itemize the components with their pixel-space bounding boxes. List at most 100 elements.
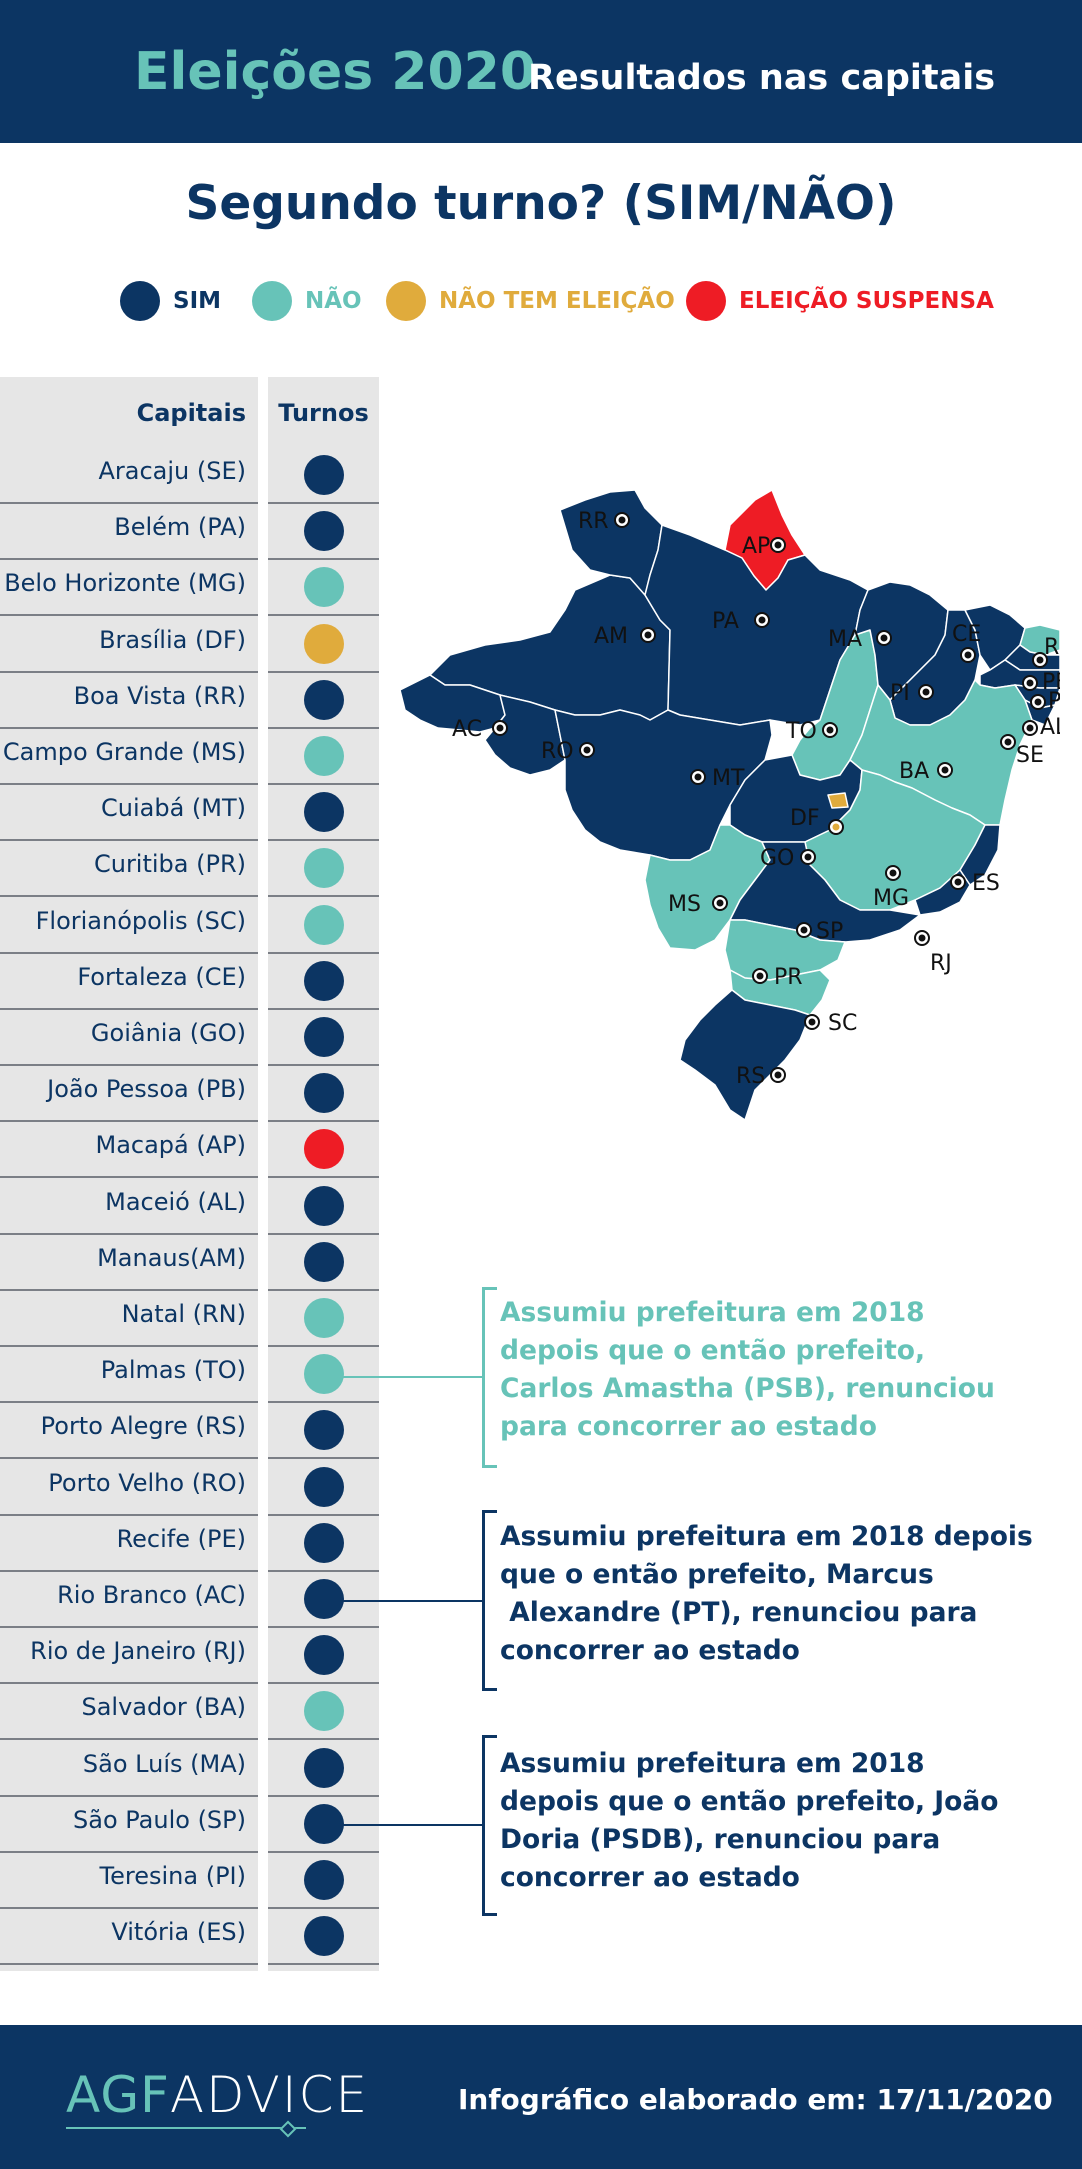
state-label-ce: CE [952, 622, 981, 647]
row-divider [268, 1794, 379, 1797]
row-divider [268, 1513, 379, 1516]
question-title: Segundo turno? (SIM/NÃO) [185, 176, 897, 231]
row-divider [0, 951, 258, 954]
table-row: Rio de Janeiro (RJ) [0, 1627, 379, 1685]
state-label-mt: MT [712, 766, 745, 791]
row-divider [268, 1738, 379, 1741]
table-row: Belém (PA) [0, 503, 379, 561]
state-label-am: AM [594, 624, 628, 649]
row-divider [0, 1963, 258, 1966]
status-dot [304, 1522, 344, 1563]
capital-name: Rio de Janeiro (RJ) [30, 1637, 246, 1666]
capital-name: Porto Alegre (RS) [40, 1412, 246, 1441]
row-divider [0, 726, 258, 729]
table-row: Boa Vista (RR) [0, 672, 379, 729]
table-row: São Paulo (SP) [0, 1796, 379, 1853]
row-divider [0, 1850, 258, 1853]
capital-name: Campo Grande (MS) [2, 738, 246, 766]
row-divider [268, 951, 379, 954]
legend-dot-nao [252, 281, 292, 321]
capital-marker-core [758, 616, 766, 624]
table-row: Campo Grande (MS) [0, 728, 379, 785]
table-row: Fortaleza (CE) [0, 953, 379, 1010]
capital-marker-core [694, 773, 702, 781]
state-label-ba: BA [899, 759, 929, 784]
row-divider [0, 558, 258, 561]
state-label-pe: PE [1048, 689, 1060, 714]
capital-name: Goiânia (GO) [90, 1019, 246, 1047]
status-dot [304, 904, 344, 945]
table-row: Florianópolis (SC) [0, 897, 379, 954]
capital-name: Porto Velho (RO) [48, 1468, 246, 1497]
legend-dot-sem-eleicao [386, 281, 426, 321]
row-divider [0, 1626, 258, 1628]
capital-name: São Paulo (SP) [73, 1805, 246, 1834]
column-header-turnos: Turnos [278, 399, 369, 427]
capital-marker-core [800, 926, 808, 934]
status-dot [304, 567, 344, 608]
note-line: que o então prefeito, Marcus [500, 1559, 934, 1590]
state-label-ap: AP [742, 534, 770, 559]
row-divider [268, 1569, 379, 1572]
capital-marker-core [1036, 656, 1044, 664]
capital-marker-core [1026, 724, 1034, 732]
row-divider [268, 1963, 379, 1966]
state-label-ma: MA [828, 627, 862, 652]
status-dot [304, 1916, 344, 1957]
capital-marker-core [889, 869, 897, 877]
capital-marker-core [583, 746, 591, 754]
row-divider [268, 1007, 379, 1010]
capital-marker-core [954, 878, 962, 886]
legend-label-sem-eleicao: NÃO TEM ELEIÇÃO [439, 288, 675, 314]
capital-marker-core [618, 516, 626, 524]
capital-name: Palmas (TO) [100, 1356, 246, 1385]
status-dot [304, 792, 344, 833]
status-dot [304, 1747, 344, 1788]
legend-item-suspensa: ELEIÇÃO SUSPENSA [686, 279, 994, 323]
capital-marker-core [918, 934, 926, 942]
legend-label-suspensa: ELEIÇÃO SUSPENSA [739, 288, 994, 314]
status-dot [304, 455, 344, 495]
capitals-column: Capitais [0, 377, 258, 1971]
state-df [827, 792, 849, 809]
capital-marker-core [1034, 698, 1042, 706]
capital-name: Cuiabá (MT) [100, 794, 246, 823]
row-divider [268, 895, 379, 898]
capital-name: Belo Horizonte (MG) [4, 569, 246, 598]
status-dot [304, 1691, 344, 1732]
state-label-rj: RJ [930, 951, 952, 976]
row-divider [0, 1345, 258, 1347]
capital-name: Natal (RN) [121, 1300, 246, 1328]
status-dot [304, 1017, 344, 1057]
state-label-al: AL [1040, 715, 1060, 740]
state-label-pr: PR [774, 965, 803, 990]
capital-name: Macapá (AP) [95, 1131, 246, 1160]
state-label-rs: RS [736, 1064, 765, 1089]
state-label-go: GO [760, 846, 794, 871]
state-label-df: DF [790, 806, 820, 831]
state-label-ms: MS [668, 892, 701, 917]
row-divider [268, 670, 379, 673]
note-palmas: Assumiu prefeitura em 2018 depois que o e… [500, 1294, 995, 1446]
table-row: João Pessoa (PB) [0, 1065, 379, 1123]
table-row: Recife (PE) [0, 1515, 379, 1572]
capital-name: Curitiba (PR) [93, 850, 246, 879]
capital-name: Belém (PA) [114, 513, 246, 542]
row-divider [0, 895, 258, 898]
status-dot [304, 1860, 344, 1900]
row-divider [0, 1064, 258, 1066]
table-row: Vitória (ES) [0, 1908, 379, 1966]
state-label-es: ES [972, 871, 1000, 896]
header-subtitle: Resultados nas capitais [528, 58, 996, 98]
state-label-rn: RN [1044, 635, 1060, 660]
capital-marker-core [774, 1071, 782, 1079]
brazil-map: RR AP AM PA MA CE RN PBPEAL SE PI TO BA AC RO MT DF GO MG… [400, 489, 1060, 1121]
row-divider [268, 783, 379, 785]
table-row: Cuiabá (MT) [0, 784, 379, 842]
note-line: Doria (PSDB), renunciou para [500, 1824, 941, 1855]
row-divider [268, 726, 379, 729]
note-line: concorrer ao estado [500, 1635, 800, 1666]
legend-dot-sim [120, 281, 160, 321]
row-divider [268, 1345, 379, 1347]
capital-marker-core [808, 1018, 816, 1026]
